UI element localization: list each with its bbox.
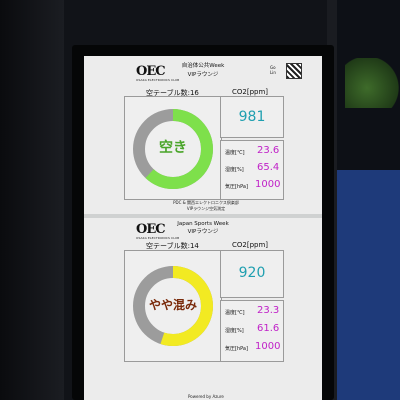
qr-label: Go Lin [270, 65, 276, 75]
oec-logo: OEC [136, 64, 166, 79]
venue-subtitle: VIPラウンジ [187, 72, 219, 78]
temp-label: 温度[℃] [225, 310, 245, 316]
measure-line: VIPラウンジ空気測定 [186, 206, 226, 211]
temp-value: 23.6 [257, 145, 280, 156]
occupancy-gauge [133, 109, 213, 189]
pressure-value: 1000 [255, 179, 281, 190]
co2-value: 981 [238, 109, 266, 125]
pressure-label: 気圧[hPa] [225, 346, 248, 352]
venue-subtitle: VIPラウンジ [187, 229, 219, 235]
occupancy-gauge [133, 266, 213, 346]
occupancy-gauge-box: やや混み [124, 250, 222, 362]
empty-seats-label: 空テーブル数:14 [146, 242, 199, 250]
humidity-value: 65.4 [257, 162, 280, 173]
gauge-fill-arc [133, 266, 213, 346]
co2-box: 920 [220, 250, 284, 298]
co2-box: 981 [220, 96, 284, 138]
sponsor-line: PDC & 関西エレクトロニクス倶楽部 [173, 200, 239, 205]
humidity-label: 湿度[%] [225, 167, 244, 173]
env-metrics-box: 温度[℃] 23.6 湿度[%] 65.4 気圧[hPa] 1000 [220, 140, 284, 200]
env-metrics-box: 温度[℃] 23.3 湿度[%] 61.6 気圧[hPa] 1000 [220, 300, 284, 362]
co2-label: CO2[ppm] [232, 241, 269, 249]
section-divider [84, 214, 322, 218]
oec-logo-sub: OSAKA ELECTRONICS CLUB [136, 236, 180, 240]
top-venue-section: OEC OSAKA ELECTRONICS CLUB 自治体公共Week VIP… [84, 56, 322, 216]
pressure-label: 気圧[hPa] [225, 184, 248, 190]
humidity-value: 61.6 [257, 323, 280, 334]
co2-label: CO2[ppm] [232, 88, 269, 96]
qr-code-icon[interactable] [286, 63, 302, 79]
status-text: 空き [159, 140, 187, 156]
empty-seats-label: 空テーブル数:16 [146, 89, 199, 97]
oec-logo: OEC [136, 222, 166, 237]
venue-title: 自治体公共Week [181, 63, 225, 69]
co2-value: 920 [238, 265, 266, 281]
powered-by: Powered by Azure [188, 394, 224, 399]
temp-value: 23.3 [257, 305, 280, 316]
signage-screen: OEC OSAKA ELECTRONICS CLUB 自治体公共Week VIP… [84, 56, 322, 400]
occupancy-gauge-box: 空き [124, 96, 222, 200]
blue-floor-panel [330, 170, 400, 400]
pressure-value: 1000 [255, 341, 281, 352]
status-text: やや混み [148, 298, 197, 312]
humidity-label: 湿度[%] [225, 328, 244, 334]
gauge-fill-arc [133, 109, 213, 189]
dark-wall [0, 0, 64, 400]
plant [345, 58, 400, 108]
venue-title: Japan Sports Week [177, 221, 229, 227]
oec-logo-sub: OSAKA ELECTRONICS CLUB [136, 78, 180, 82]
bottom-venue-section: OEC OSAKA ELECTRONICS CLUB Japan Sports … [84, 218, 322, 400]
temp-label: 温度[℃] [225, 150, 245, 156]
